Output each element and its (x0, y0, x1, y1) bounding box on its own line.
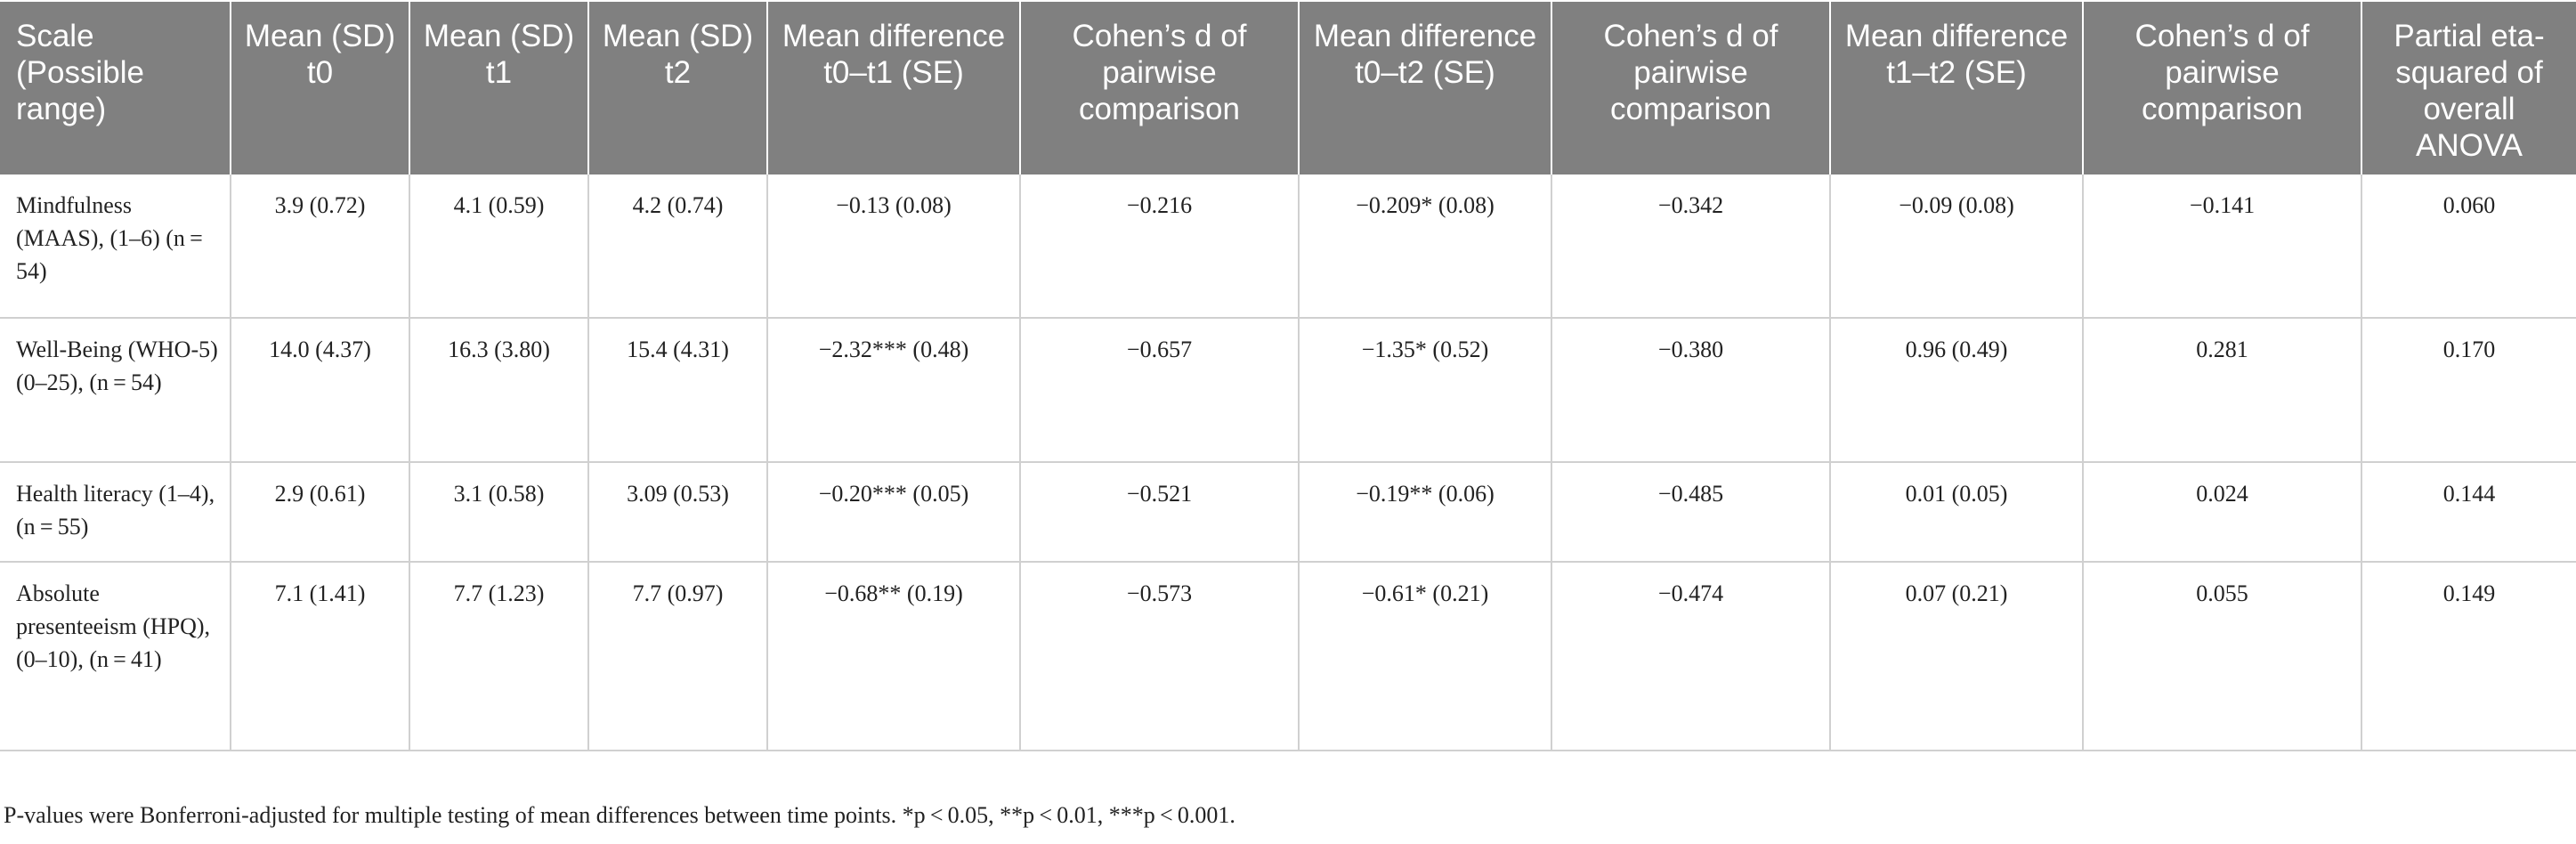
scale-cell: Absolute presenteeism (HPQ), (0–10), (n … (0, 562, 231, 751)
table-cell: 3.1 (0.58) (409, 462, 589, 563)
table-row: Mindfulness (MAAS), (1–6) (n = 54) 3.9 (… (0, 174, 2576, 319)
table-cell: −0.13 (0.08) (767, 174, 1021, 319)
header-diff-t0-t1: Mean difference t0–t1 (SE) (767, 2, 1021, 174)
table-row: Absolute presenteeism (HPQ), (0–10), (n … (0, 562, 2576, 751)
table-cell: −0.573 (1020, 562, 1300, 751)
header-mean-t1: Mean (SD) t1 (409, 2, 589, 174)
table-cell: −0.68** (0.19) (767, 562, 1021, 751)
table-cell: −0.20*** (0.05) (767, 462, 1021, 563)
table-cell: 7.1 (1.41) (231, 562, 410, 751)
table-row: Health literacy (1–4), (n = 55) 2.9 (0.6… (0, 462, 2576, 563)
table-cell: −0.19** (0.06) (1299, 462, 1552, 563)
table-cell: 0.024 (2083, 462, 2362, 563)
scale-cell: Mindfulness (MAAS), (1–6) (n = 54) (0, 174, 231, 319)
table-cell: −0.657 (1020, 318, 1300, 463)
header-partial-eta-squared: Partial eta-squared of overall ANOVA (2361, 2, 2576, 174)
table-cell: −0.485 (1551, 462, 1831, 563)
table-cell: −0.216 (1020, 174, 1300, 319)
table-cell: 16.3 (3.80) (409, 318, 589, 463)
table-cell: −2.32*** (0.48) (767, 318, 1021, 463)
table-cell: 3.09 (0.53) (588, 462, 768, 563)
table-cell: 0.055 (2083, 562, 2362, 751)
table-cell: −0.141 (2083, 174, 2362, 319)
table-cell: −0.209* (0.08) (1299, 174, 1552, 319)
scale-cell: Well-Being (WHO-5) (0–25), (n = 54) (0, 318, 231, 463)
table-cell: 3.9 (0.72) (231, 174, 410, 319)
table-cell: 7.7 (0.97) (588, 562, 768, 751)
header-row: Scale (Possible range) Mean (SD) t0 Mean… (0, 2, 2576, 174)
table-row: Well-Being (WHO-5) (0–25), (n = 54) 14.0… (0, 318, 2576, 463)
table-cell: 4.2 (0.74) (588, 174, 768, 319)
table-cell: 0.07 (0.21) (1830, 562, 2084, 751)
header-diff-t0-t2: Mean difference t0–t2 (SE) (1299, 2, 1552, 174)
table-cell: −0.380 (1551, 318, 1831, 463)
table-cell: −0.474 (1551, 562, 1831, 751)
header-cohens-d-t0-t1: Cohen’s d of pairwise comparison (1020, 2, 1300, 174)
header-diff-t1-t2: Mean difference t1–t2 (SE) (1830, 2, 2084, 174)
table-cell: 0.281 (2083, 318, 2362, 463)
table-cell: −1.35* (0.52) (1299, 318, 1552, 463)
header-scale: Scale (Possible range) (0, 2, 231, 174)
table-cell: 0.144 (2361, 462, 2576, 563)
table-cell: 15.4 (4.31) (588, 318, 768, 463)
scale-cell: Health literacy (1–4), (n = 55) (0, 462, 231, 563)
header-cohens-d-t0-t2: Cohen’s d of pairwise comparison (1551, 2, 1831, 174)
table-cell: 2.9 (0.61) (231, 462, 410, 563)
table-cell: −0.09 (0.08) (1830, 174, 2084, 319)
table-cell: 0.96 (0.49) (1830, 318, 2084, 463)
table-cell: 4.1 (0.59) (409, 174, 589, 319)
table-cell: 7.7 (1.23) (409, 562, 589, 751)
table-cell: 0.01 (0.05) (1830, 462, 2084, 563)
table-cell: 0.170 (2361, 318, 2576, 463)
header-mean-t0: Mean (SD) t0 (231, 2, 410, 174)
table-cell: 0.060 (2361, 174, 2576, 319)
header-mean-t2: Mean (SD) t2 (588, 2, 768, 174)
table-cell: −0.342 (1551, 174, 1831, 319)
table-cell: 0.149 (2361, 562, 2576, 751)
table-cell: −0.521 (1020, 462, 1300, 563)
table-cell: −0.61* (0.21) (1299, 562, 1552, 751)
table-footnote: P-values were Bonferroni-adjusted for mu… (4, 802, 1235, 828)
results-table: Scale (Possible range) Mean (SD) t0 Mean… (0, 2, 2576, 751)
table-cell: 14.0 (4.37) (231, 318, 410, 463)
header-cohens-d-t1-t2: Cohen’s d of pairwise comparison (2083, 2, 2362, 174)
